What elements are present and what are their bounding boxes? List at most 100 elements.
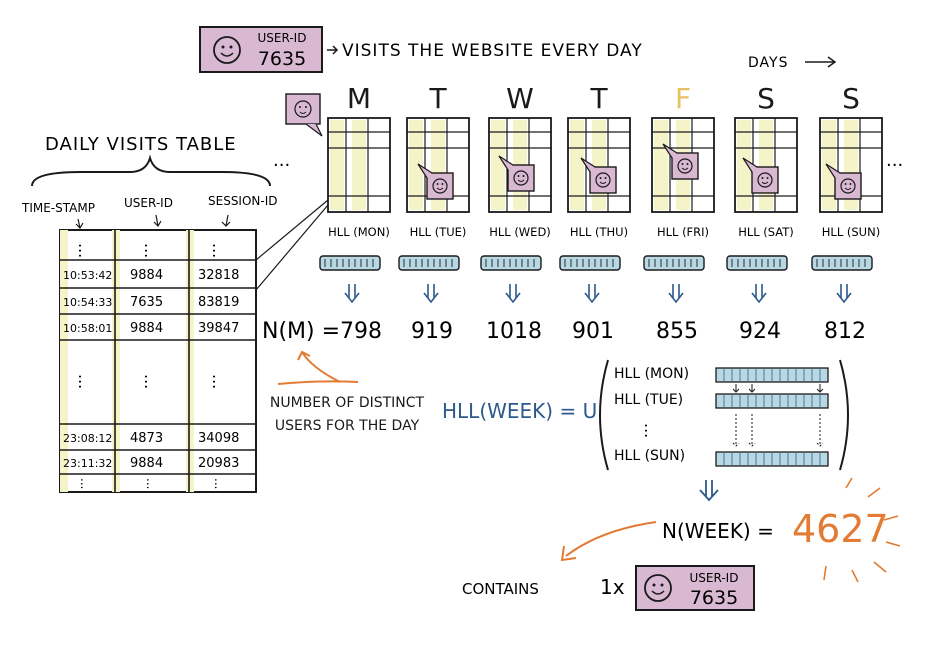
smiley-icon: [213, 36, 241, 64]
table-cell: 83819: [198, 295, 239, 310]
smiley-icon: [677, 158, 693, 174]
day-letter: W: [506, 82, 534, 115]
table-cell: 10:54:33: [63, 296, 112, 309]
col-header-userid: USER-ID: [124, 196, 173, 210]
hll-register-bar: [643, 255, 705, 271]
day-column: T HLL (THU) 901: [559, 82, 631, 344]
table-brace: [31, 154, 271, 187]
hll-day-label: HLL (FRI): [657, 225, 709, 239]
daily-table-title: DAILY VISITS TABLE: [45, 134, 237, 155]
day-distinct-count: 924: [739, 319, 781, 344]
table-cell: 39847: [198, 321, 239, 336]
day-column: T HLL (TUE) 919: [398, 82, 470, 344]
burst-rays: [823, 477, 901, 583]
user-marker: [834, 172, 862, 200]
user-marker: [589, 166, 617, 194]
table-cell: 7635: [130, 295, 163, 310]
week-result-value: 4627: [792, 507, 889, 551]
ellipsis-right: ...: [886, 150, 903, 171]
day-column: M HLL (MON) 798: [319, 82, 391, 344]
hll-day-label: HLL (SUN): [822, 225, 880, 239]
double-arrow-down-icon: [505, 284, 521, 304]
contains-text: CONTAINS: [462, 580, 539, 598]
table-top-dots-2: ...: [141, 243, 160, 258]
double-arrow-down-icon: [584, 284, 600, 304]
hll-register-bar: [398, 255, 460, 271]
hll-day-label: HLL (WED): [489, 225, 551, 239]
days-arrow-icon: [805, 56, 837, 68]
table-bottom-dots-3: ...: [212, 478, 226, 489]
number-note: NUMBER OF DISTINCT USERS FOR THE DAY: [269, 395, 425, 434]
number-note-box: NUMBER OF DISTINCT USERS FOR THE DAY: [269, 395, 425, 434]
day-columns: M HLL (MON) 798 T HLL (TUE) 919 W HLL (WED) 1018…: [285, 82, 883, 344]
union-lhs: HLL(WEEK) = U: [442, 399, 597, 423]
day-distinct-count: 798: [340, 319, 382, 344]
table-cell: 9884: [130, 268, 163, 283]
smiley-icon: [840, 178, 856, 194]
table-cell: 32818: [198, 268, 239, 283]
daily-visits-table: ... ... ... 10:53:42 9884 32818 10:54:33…: [59, 229, 257, 493]
orange-arrow-up: [297, 350, 341, 383]
double-arrow-down-icon: [751, 284, 767, 304]
user-marker: [507, 164, 535, 192]
smiley-icon: [432, 178, 448, 194]
hll-day-label: HLL (MON): [328, 225, 390, 239]
table-cell: 23:08:12: [63, 432, 112, 445]
hll-day-label: HLL (THU): [570, 225, 628, 239]
hll-register-bar: [811, 255, 873, 271]
user-marker: [671, 152, 699, 180]
ellipsis-left: ...: [273, 150, 290, 171]
contains-multiplier: 1x: [600, 575, 625, 599]
table-top-dots-1: ...: [75, 243, 94, 258]
smiley-icon: [595, 172, 611, 188]
arrow-right-icon: [327, 45, 339, 55]
table-cell: 34098: [198, 431, 239, 446]
day-column: F HLL (FRI) 855: [643, 82, 715, 344]
double-arrow-down-icon: [423, 284, 439, 304]
table-bottom-dots-1: ...: [78, 478, 92, 489]
table-cell: 9884: [130, 456, 163, 471]
table-cell: 9884: [130, 321, 163, 336]
union-item-dots: ...: [641, 423, 660, 438]
visits-text: VISITS THE WEBSITE EVERY DAY: [342, 41, 643, 61]
smiley-icon: [513, 170, 529, 186]
day-column: W HLL (WED) 1018: [480, 82, 552, 344]
day-letter: S: [842, 82, 860, 115]
double-arrow-down-icon: [699, 480, 719, 502]
day-column: S HLL (SUN) 812: [811, 82, 883, 344]
day-distinct-count: 901: [572, 319, 614, 344]
day-letter: T: [589, 82, 608, 115]
table-mid-dots-1: ...: [75, 374, 94, 389]
user-marker: [426, 172, 454, 200]
hll-register-bar: [319, 255, 381, 271]
day-letter: M: [347, 82, 371, 115]
hll-register-bar: [559, 255, 621, 271]
monday-user-marker: [285, 93, 323, 137]
union-item-mon: HLL (MON): [614, 366, 689, 382]
day-letter: S: [757, 82, 775, 115]
hll-day-label: HLL (TUE): [410, 225, 467, 239]
header-badge-label: USER-ID: [258, 31, 307, 45]
days-label: DAYS: [748, 55, 788, 71]
header-user-badge: USER-ID 7635: [199, 26, 323, 73]
header-badge-id: 7635: [258, 48, 306, 70]
table-cell: 23:11:32: [63, 457, 112, 470]
smiley-icon: [294, 100, 312, 118]
union-item-tue: HLL (TUE): [614, 392, 683, 408]
orange-arrow-down-left: [560, 521, 657, 562]
day-distinct-count: 855: [656, 319, 698, 344]
day-distinct-count: 812: [824, 319, 866, 344]
day-letter: T: [428, 82, 447, 115]
day-distinct-count: 919: [411, 319, 453, 344]
table-mid-dots-3: ...: [209, 374, 228, 389]
union-item-sun: HLL (SUN): [614, 448, 685, 464]
day-column: S HLL (SAT) 924: [726, 82, 798, 344]
table-cell: 20983: [198, 456, 239, 471]
table-cell: 4873: [130, 431, 163, 446]
table-cell: 10:53:42: [63, 269, 112, 282]
col-header-sessionid: SESSION-ID: [208, 194, 278, 208]
table-top-dots-3: ...: [209, 243, 228, 258]
double-arrow-down-icon: [344, 284, 360, 304]
